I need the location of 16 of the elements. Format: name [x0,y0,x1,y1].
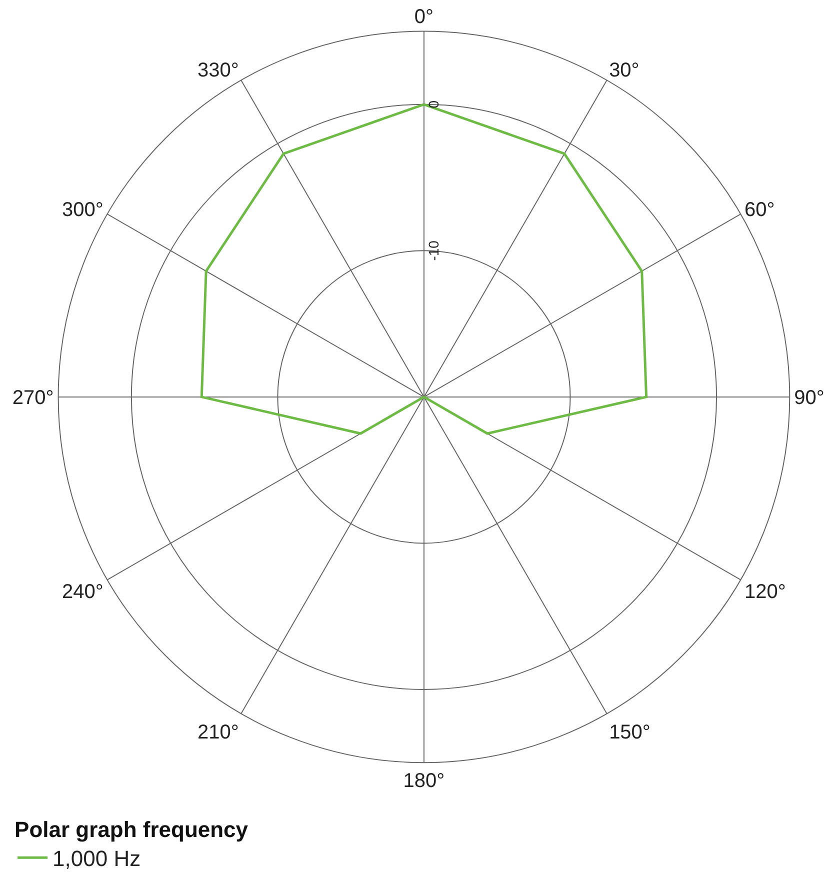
spoke-label: 120° [744,581,786,604]
y-tick-label: 0 [425,100,442,108]
spoke-label: 150° [609,721,650,744]
spoke-label: 300° [62,198,104,221]
spoke-label: 270° [12,386,54,409]
y-tick-label: -10 [425,240,442,261]
spoke-label: 240° [62,581,104,604]
spoke-label: 30° [609,59,640,82]
spoke-label: 180° [403,770,445,792]
spoke-label: 330° [198,59,239,82]
legend-title: Polar graph frequency [14,816,249,842]
spoke-label: 210° [198,721,239,744]
legend-label: 1,000 Hz [52,846,141,872]
spoke-label: 0° [414,6,434,28]
spoke-label: 60° [744,198,775,221]
spoke-label: 90° [794,386,824,409]
